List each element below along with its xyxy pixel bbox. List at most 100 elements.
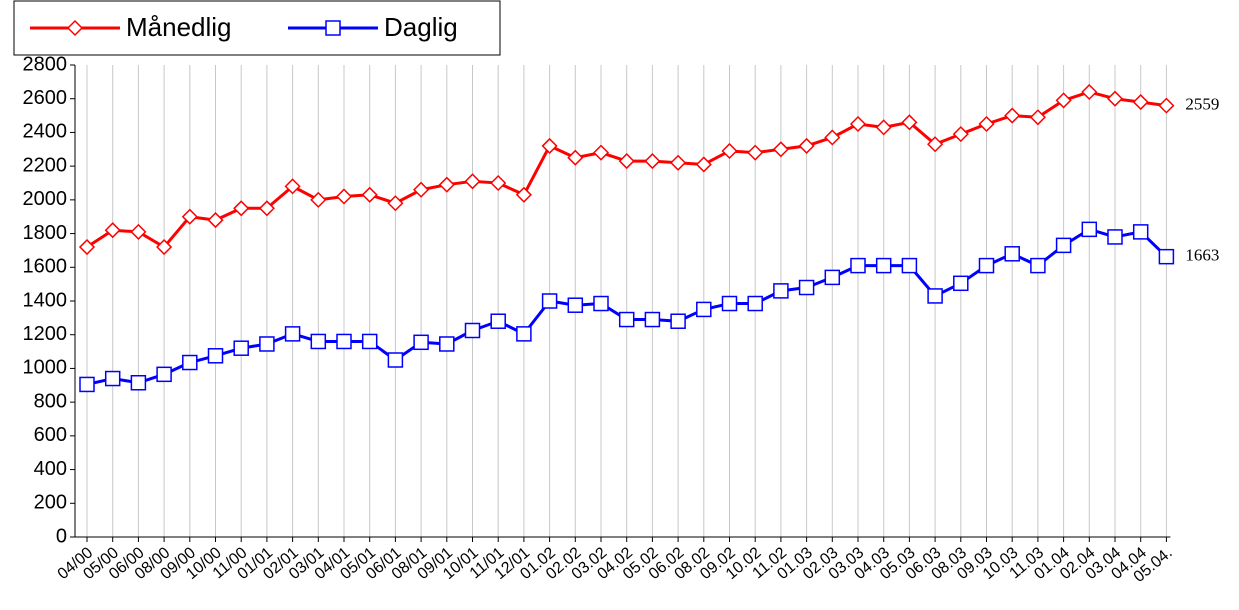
point xyxy=(1158,248,1175,265)
y-tick-label: 1200 xyxy=(23,323,68,345)
point xyxy=(438,176,455,193)
legend-marker xyxy=(325,20,341,36)
point xyxy=(618,311,635,328)
point xyxy=(310,191,327,208)
y-tick-label: 400 xyxy=(34,458,67,480)
point xyxy=(1030,257,1046,274)
point xyxy=(850,257,866,274)
point xyxy=(567,149,584,166)
y-tick-label: 0 xyxy=(56,525,67,547)
point xyxy=(1029,109,1046,126)
point xyxy=(875,257,892,274)
y-tick-label: 2200 xyxy=(23,154,68,176)
point xyxy=(1132,224,1149,240)
point xyxy=(824,129,841,146)
point xyxy=(413,334,429,351)
point xyxy=(361,333,378,350)
point xyxy=(773,283,789,299)
point xyxy=(978,115,995,133)
point xyxy=(258,200,275,217)
point xyxy=(1158,97,1175,114)
y-tick-label: 2000 xyxy=(23,188,68,210)
point xyxy=(670,313,686,329)
point xyxy=(130,375,147,391)
point xyxy=(1055,237,1072,254)
point xyxy=(927,288,943,304)
point xyxy=(695,156,712,173)
point xyxy=(978,257,995,274)
point xyxy=(567,297,584,313)
legend-label: Daglig xyxy=(384,12,458,42)
point xyxy=(104,222,121,239)
point xyxy=(78,238,96,256)
point xyxy=(156,366,172,383)
point xyxy=(439,336,455,352)
point xyxy=(849,115,867,133)
point xyxy=(464,322,481,339)
point xyxy=(207,348,224,364)
point xyxy=(104,370,121,387)
point xyxy=(927,136,944,153)
point xyxy=(490,174,507,192)
y-tick-label: 600 xyxy=(34,424,67,446)
point xyxy=(1106,90,1124,107)
point xyxy=(259,336,275,352)
point xyxy=(953,275,969,292)
point xyxy=(1004,107,1021,124)
point xyxy=(413,181,430,198)
y-tick-label: 1400 xyxy=(23,289,68,311)
end-label: 2559 xyxy=(1185,95,1219,114)
point xyxy=(130,223,147,240)
y-tick-label: 2400 xyxy=(23,121,68,143)
point xyxy=(1107,229,1123,245)
point xyxy=(233,200,250,217)
point xyxy=(1081,221,1098,238)
point xyxy=(387,352,404,368)
point xyxy=(233,340,249,356)
point xyxy=(721,295,738,312)
point xyxy=(361,186,378,203)
point xyxy=(1081,83,1098,101)
point xyxy=(181,208,198,225)
y-tick-label: 1800 xyxy=(23,222,68,244)
point xyxy=(592,144,610,161)
point xyxy=(618,153,635,170)
point xyxy=(335,188,353,205)
point xyxy=(284,326,301,342)
point xyxy=(824,269,841,286)
point xyxy=(875,119,892,136)
y-tick-label: 1600 xyxy=(23,256,68,278)
point xyxy=(387,195,404,212)
point xyxy=(156,238,173,256)
point xyxy=(901,257,918,274)
point xyxy=(336,333,352,350)
legend-marker xyxy=(66,19,84,37)
point xyxy=(515,186,532,203)
point xyxy=(721,142,738,160)
point xyxy=(798,279,815,296)
point xyxy=(490,313,506,329)
point xyxy=(310,333,327,350)
point xyxy=(541,293,558,309)
y-tick-label: 2600 xyxy=(23,87,68,109)
point xyxy=(182,354,198,371)
point xyxy=(798,137,815,154)
y-tick-label: 800 xyxy=(34,390,67,412)
end-label: 1663 xyxy=(1185,246,1219,265)
point xyxy=(952,126,969,143)
point xyxy=(516,326,532,342)
legend-label: Månedlig xyxy=(126,12,232,42)
point xyxy=(670,154,687,171)
point xyxy=(644,153,661,170)
point xyxy=(696,301,712,318)
point xyxy=(593,295,609,312)
point xyxy=(207,212,224,229)
point xyxy=(1132,94,1149,111)
y-tick-label: 200 xyxy=(34,492,67,514)
point xyxy=(644,311,661,328)
y-tick-label: 2800 xyxy=(23,53,68,75)
point xyxy=(772,141,789,158)
point xyxy=(464,173,481,190)
point xyxy=(1055,92,1072,109)
